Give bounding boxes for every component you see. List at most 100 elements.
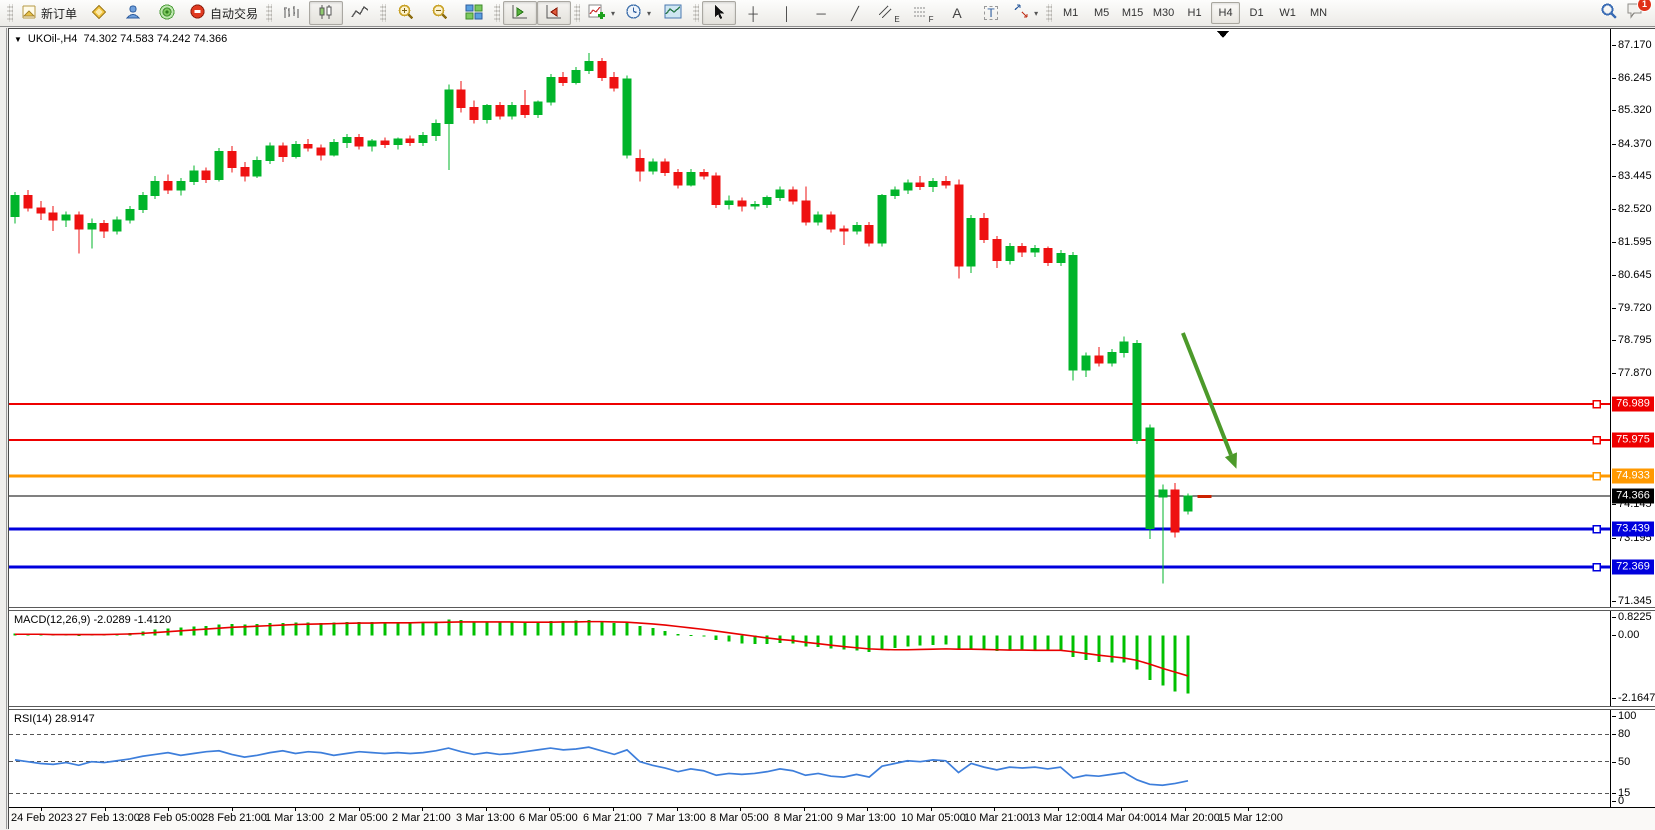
market-watch-button[interactable] — [82, 1, 116, 25]
macd-histogram — [13, 619, 1190, 694]
trendline-tool-button[interactable]: ╱ — [838, 1, 872, 25]
indicators-button[interactable]: ▾ — [583, 1, 620, 25]
gold-diamond-icon — [90, 3, 108, 24]
profile-button[interactable] — [116, 1, 150, 25]
main-price-pane[interactable]: ▼ UKOil-,H4 74.302 74.583 74.242 74.366 … — [9, 29, 1655, 607]
crosshair-icon: ┼ — [748, 5, 758, 21]
timeframe-button-mn[interactable]: MN — [1310, 7, 1328, 19]
text-tool-icon: A — [952, 5, 962, 21]
timeframe-button-m5[interactable]: M5 — [1093, 7, 1110, 19]
horizontal-line-icon: ─ — [816, 5, 826, 21]
notification-badge: 1 — [1637, 0, 1652, 12]
rsi-pane[interactable]: RSI(14) 28.9147 100 80 50 15 0 — [9, 710, 1655, 807]
channel-icon — [878, 5, 892, 22]
candlestick-chart-type-button[interactable] — [309, 1, 344, 25]
axis-tick-label: 50 — [1611, 755, 1631, 768]
templates-button[interactable] — [656, 1, 690, 25]
vertical-line-icon: │ — [783, 5, 792, 21]
timeframe-button-w1[interactable]: W1 — [1279, 7, 1296, 19]
time-axis-tick — [105, 808, 106, 811]
cursor-tool-button[interactable] — [702, 1, 737, 25]
line-chart-icon — [351, 4, 369, 23]
timeframe-button-m15[interactable]: M15 — [1121, 7, 1144, 19]
zoom-in-icon — [397, 3, 415, 24]
axis-tick-label: 0 — [1611, 795, 1625, 807]
time-axis-label: 13 Mar 12:00 — [1028, 812, 1093, 824]
new-order-button[interactable]: 新订单 — [16, 1, 82, 25]
rsi-axis[interactable]: 100 80 50 15 0 — [1610, 710, 1655, 807]
time-axis-label: 10 Mar 05:00 — [901, 812, 966, 824]
time-axis-tick — [422, 808, 423, 811]
macd-axis[interactable]: 0.8225 0.00 -2.1647 — [1610, 611, 1655, 706]
tile-windows-button[interactable] — [457, 1, 491, 25]
time-axis-label: 28 Feb 21:00 — [202, 812, 267, 824]
time-axis[interactable]: 24 Feb 2023 27 Feb 13:00 28 Feb 05:00 28 Fe… — [9, 807, 1655, 830]
last-price-dash — [1197, 494, 1212, 498]
auto-scroll-button[interactable] — [503, 1, 538, 25]
time-axis-tick — [549, 808, 550, 811]
toolbar-grip[interactable] — [574, 4, 581, 22]
candlestick-icon — [317, 4, 335, 23]
text-label-icon: T — [984, 6, 998, 20]
time-axis-label: 3 Mar 13:00 — [456, 812, 515, 824]
timeframe-button-h1[interactable]: H1 — [1187, 7, 1202, 19]
candles — [10, 52, 1193, 584]
axis-tick-label: 85.320 — [1612, 104, 1652, 117]
autotrading-button[interactable]: 自动交易 — [184, 1, 263, 25]
pane-separator[interactable] — [9, 607, 1655, 611]
notifications-button[interactable]: 1 — [1626, 0, 1652, 24]
timeframe-button-d1[interactable]: D1 — [1249, 7, 1264, 19]
trendline-icon: ╱ — [851, 5, 859, 21]
toolbar-grip[interactable] — [7, 4, 13, 22]
pane-separator[interactable] — [9, 706, 1655, 710]
equidistant-channel-tool-button[interactable]: E — [872, 1, 906, 25]
trend-arrow-annotation[interactable] — [1181, 332, 1237, 469]
timeframe-button-h4[interactable]: H4 — [1211, 2, 1241, 24]
text-label-tool-button[interactable]: T — [974, 1, 1008, 25]
autotrading-icon — [189, 3, 206, 23]
toolbar-grip[interactable] — [1046, 4, 1053, 22]
timeframe-button-m1[interactable]: M1 — [1062, 7, 1079, 19]
time-axis-label: 1 Mar 13:00 — [265, 812, 324, 824]
axis-tick-label: 86.245 — [1612, 71, 1652, 84]
time-axis-label: 10 Mar 21:00 — [964, 812, 1029, 824]
text-tool-button[interactable]: A — [940, 1, 974, 25]
macd-label: MACD(12,26,9) -2.0289 -1.4120 — [14, 614, 172, 626]
axis-tick-label: 79.720 — [1612, 301, 1652, 314]
arrows-tool-button[interactable]: ▾ — [1008, 1, 1043, 25]
line-chart-type-button[interactable] — [343, 1, 377, 25]
time-axis-tick — [613, 808, 614, 811]
periods-button[interactable]: ▾ — [620, 1, 656, 25]
signals-button[interactable] — [150, 1, 184, 25]
time-axis-label: 8 Mar 05:00 — [710, 812, 769, 824]
vertical-line-tool-button[interactable]: │ — [770, 1, 804, 25]
toolbar-grip[interactable] — [266, 4, 273, 22]
toolbar-grip[interactable] — [380, 4, 387, 22]
bar-chart-type-button[interactable] — [275, 1, 309, 25]
time-axis-label: 28 Feb 05:00 — [138, 812, 203, 824]
time-axis-label: 9 Mar 13:00 — [837, 812, 896, 824]
axis-tick-label: 80.645 — [1612, 269, 1652, 281]
fibonacci-icon — [913, 5, 927, 22]
toolbar-grip[interactable] — [494, 4, 501, 22]
fibonacci-tool-button[interactable]: F — [906, 1, 940, 25]
main-chart-canvas[interactable] — [9, 29, 1610, 607]
timeframe-group: M1 M5 M15 M30 H1 H4 D1 W1 MN — [1055, 2, 1334, 24]
horizontal-line-tool-button[interactable]: ─ — [804, 1, 838, 25]
crosshair-tool-button[interactable]: ┼ — [736, 1, 770, 25]
chart-shift-button[interactable] — [537, 1, 572, 25]
rsi-canvas[interactable] — [9, 710, 1610, 807]
toolbar-grip[interactable] — [693, 4, 700, 22]
timeframe-button-m30[interactable]: M30 — [1152, 7, 1175, 19]
zoom-out-button[interactable] — [423, 1, 457, 25]
price-axis[interactable]: 87.170 86.245 85.320 84.370 83.445 82.520 81.5… — [1610, 29, 1655, 607]
macd-canvas[interactable] — [9, 611, 1610, 706]
zoom-in-button[interactable] — [389, 1, 423, 25]
collapse-caret-icon[interactable]: ▼ — [14, 34, 22, 44]
axis-tick-label: 71.345 — [1612, 595, 1652, 607]
horizontal-price-lines — [9, 399, 1610, 572]
search-icon[interactable] — [1600, 2, 1618, 25]
chart-shift-marker[interactable] — [1217, 31, 1229, 38]
time-axis-label: 6 Mar 21:00 — [583, 812, 642, 824]
macd-pane[interactable]: MACD(12,26,9) -2.0289 -1.4120 0.8225 0.00… — [9, 611, 1655, 706]
